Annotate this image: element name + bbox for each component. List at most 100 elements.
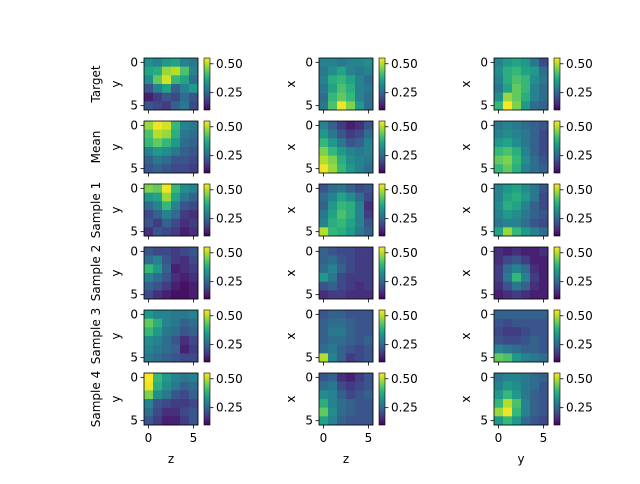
heatmap-cell (180, 129, 190, 139)
y-axis-label: y (109, 269, 123, 276)
heatmap-cell (521, 381, 531, 391)
heatmap-cell (494, 336, 504, 345)
heatmap-cell (503, 92, 513, 102)
heatmap-cell (144, 255, 154, 265)
heatmap-cell (346, 310, 356, 319)
colorbar (553, 309, 561, 363)
heatmap-cell (337, 290, 347, 300)
heatmap-cell (189, 129, 199, 139)
heatmap-cell (512, 164, 522, 174)
heatmap-cell (180, 416, 190, 426)
heatmap-cell (319, 273, 329, 282)
heatmap-cell (337, 273, 347, 282)
heatmap-cell (171, 210, 181, 219)
heatmap-cell (364, 407, 374, 417)
heatmap-cell (162, 147, 172, 156)
heatmap-cell (364, 84, 374, 93)
heatmap-cell (337, 416, 347, 426)
heatmap-cell (162, 227, 172, 237)
y-axis-label: x (459, 80, 473, 87)
heatmap-cell (180, 121, 190, 130)
heatmap-cell (144, 58, 154, 67)
heatmap-cell (512, 344, 522, 354)
heatmap-cell (153, 416, 163, 426)
x-tick-label: 0 (320, 431, 328, 445)
heatmap-cell (364, 399, 374, 408)
heatmap-cell (503, 327, 513, 337)
heatmap-cell (539, 318, 549, 328)
heatmap-cell (364, 273, 374, 282)
heatmap-cell (328, 247, 338, 256)
heatmap-cell (530, 218, 540, 228)
heatmap-cell (319, 129, 329, 139)
colorbar-tick-label: 0.50 (391, 183, 418, 197)
colorbar-tick-label: 0.50 (391, 57, 418, 71)
heatmap-cell (171, 399, 181, 408)
heatmap-cell (346, 373, 356, 382)
heatmap-cell (162, 353, 172, 363)
heatmap-cell (355, 155, 365, 165)
heatmap-cell (319, 290, 329, 300)
heatmap-cell (180, 344, 190, 354)
heatmap-cell (503, 373, 513, 382)
row-label-0: Target (89, 65, 103, 103)
x-tick-label: 0 (145, 431, 153, 445)
heatmap-cell (364, 390, 374, 400)
panel-frame (493, 120, 549, 174)
heatmap-cell (539, 227, 549, 237)
heatmap-cell (346, 344, 356, 354)
heatmap-cell (503, 184, 513, 193)
heatmap-cell (180, 327, 190, 337)
colorbar-tick-label: 0.50 (216, 246, 243, 260)
heatmap-cell (328, 264, 338, 274)
heatmap-cell (189, 281, 199, 291)
heatmap-cell (319, 353, 329, 363)
heatmap-cell (189, 218, 199, 228)
heatmap-cell (530, 390, 540, 400)
heatmap-cell (364, 155, 374, 165)
heatmap-cell (180, 255, 190, 265)
heatmap-cell (503, 66, 513, 76)
panel-frame (143, 372, 199, 426)
x-axis-label: z (168, 452, 174, 466)
heatmap-cell (180, 273, 190, 282)
heatmap-cell (171, 247, 181, 256)
y-axis-label: y (109, 395, 123, 402)
heatmap-cell (319, 416, 329, 426)
heatmap-cell (189, 66, 199, 76)
heatmap-cell (171, 310, 181, 319)
colorbar (378, 120, 386, 174)
heatmap-cell (162, 327, 172, 337)
heatmap-cell (346, 138, 356, 148)
heatmap-cell (364, 92, 374, 102)
y-tick-label: 0 (480, 370, 488, 384)
y-axis-label: x (459, 332, 473, 339)
heatmap-cell (521, 327, 531, 337)
heatmap-cell (355, 201, 365, 211)
heatmap-cell (355, 92, 365, 102)
heatmap-cell (337, 318, 347, 328)
heatmap-cell (494, 416, 504, 426)
heatmap-cell (337, 399, 347, 408)
heatmap-cell (355, 381, 365, 391)
heatmap-cell (328, 164, 338, 174)
heatmap-cell (337, 121, 347, 130)
heatmap-cell (171, 129, 181, 139)
heatmap-cell (328, 353, 338, 363)
colorbar-tick-label: 0.50 (566, 57, 593, 71)
heatmap-cell (162, 101, 172, 111)
heatmap-cell (189, 273, 199, 282)
heatmap-cell (180, 407, 190, 417)
heatmap-cell (364, 101, 374, 111)
heatmap-cell (364, 290, 374, 300)
heatmap-cell (530, 247, 540, 256)
panel-frame (493, 57, 549, 111)
heatmap-cell (539, 247, 549, 256)
heatmap-cell (189, 344, 199, 354)
heatmap-cell (364, 210, 374, 219)
heatmap-cell (337, 247, 347, 256)
heatmap-cell (539, 327, 549, 337)
heatmap-cell (328, 121, 338, 130)
heatmap-cell (144, 373, 154, 382)
heatmap-cell (346, 75, 356, 85)
